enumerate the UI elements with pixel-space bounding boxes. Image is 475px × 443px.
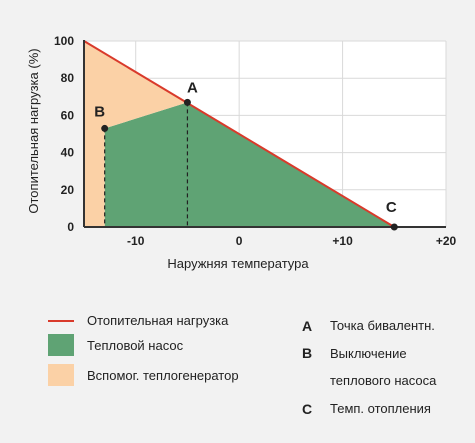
y-axis-title: Отопительная нагрузка (%) [26, 48, 41, 213]
legend-swatch-box [48, 364, 74, 386]
point-legend-text-b: Выключение [330, 346, 407, 361]
x-tick-label: +10 [332, 234, 353, 248]
point-legend-text-a: Точка бивалентн. [330, 318, 435, 333]
heat-pump-area [104, 102, 395, 227]
y-tick-label: 100 [54, 34, 74, 48]
point-legend-letter-b: B [302, 345, 313, 361]
legend-label: Отопительная нагрузка [87, 313, 229, 328]
point-label-b: B [94, 103, 105, 120]
point-legend-text-b-cont: теплового насоса [330, 373, 437, 388]
point-legend-letter-c: C [302, 401, 313, 417]
x-axis-title: Наружняя температура [167, 256, 309, 271]
point-label-a: A [187, 79, 198, 96]
x-tick-label: +20 [436, 234, 457, 248]
point-legend-letter-a: A [302, 318, 313, 334]
y-tick-label: 20 [61, 183, 75, 197]
y-tick-label: 0 [67, 220, 74, 234]
legend-swatch-line [48, 320, 74, 322]
point-marker-a [183, 98, 191, 106]
point-legend-text-c: Темп. отопления [330, 401, 431, 416]
y-tick-label: 80 [61, 71, 75, 85]
y-tick-label: 40 [61, 146, 75, 160]
chart-svg: 0 20 40 60 80 100 -10 0 +10 +20 Наружняя температу… [26, 34, 457, 271]
point-marker-c [390, 223, 398, 231]
legend-label: Вспомог. теплогенератор [87, 368, 239, 383]
x-tick-label: -10 [127, 234, 145, 248]
legend-label: Тепловой насос [87, 338, 184, 353]
point-label-c: C [386, 199, 397, 216]
point-marker-b [101, 124, 109, 132]
x-tick-label: 0 [236, 234, 243, 248]
legend-swatch-box [48, 334, 74, 356]
y-tick-label: 60 [61, 108, 75, 122]
heating-load-line [83, 40, 395, 228]
